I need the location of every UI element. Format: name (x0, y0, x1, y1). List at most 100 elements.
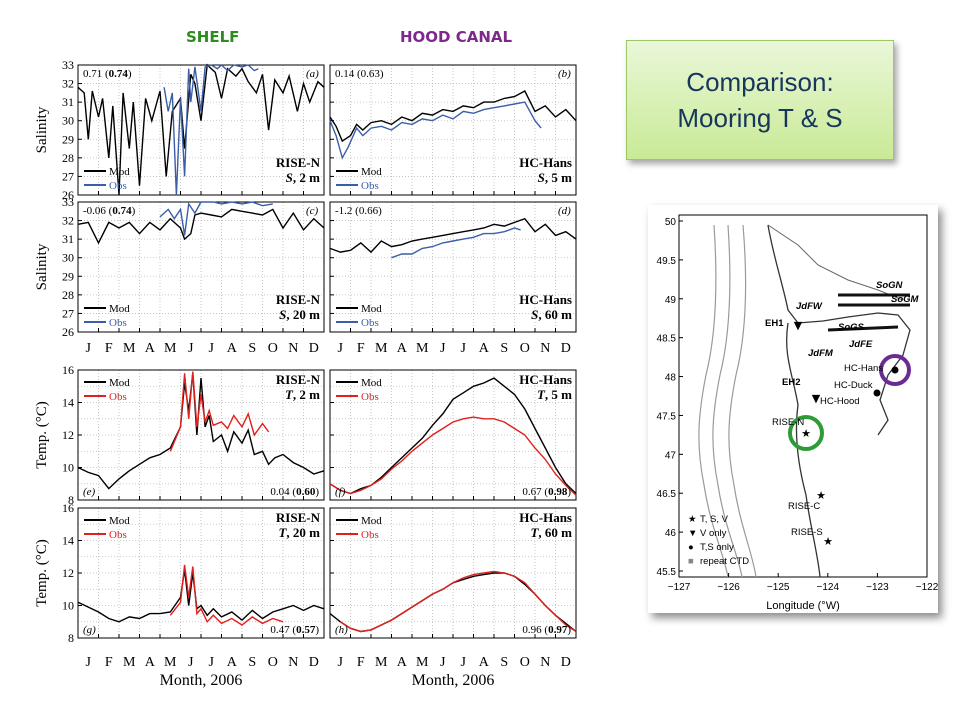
depth-value: , 2 m (293, 387, 320, 402)
ytick-label: 16 (62, 501, 74, 515)
depth-value: , 5 m (545, 387, 572, 402)
month-label: M (416, 341, 429, 356)
panel-stat: -1.2 (0.66) (335, 205, 382, 217)
month-label: N (288, 341, 298, 356)
ytick-label: 28 (62, 151, 74, 165)
station-label: HC-Hans (519, 292, 572, 307)
depth-value: , 20 m (286, 307, 320, 322)
ytick-label: 29 (62, 269, 74, 283)
ytick-label: 10 (62, 461, 74, 475)
ytick-label: 12 (62, 428, 74, 442)
rise-c-star-icon: ★ (816, 489, 826, 502)
label-sogn: SoGN (876, 280, 904, 291)
ylabel: Salinity (34, 106, 50, 153)
ytick-label: 33 (62, 58, 74, 72)
ytick-label: 32 (62, 77, 74, 91)
label-eh1: EH1 (765, 318, 784, 329)
contour-500m (712, 224, 743, 578)
var-symbol: S (531, 307, 538, 322)
legend-label-obs: Obs (361, 317, 379, 329)
label-jdfw: JdFW (796, 301, 823, 312)
legend-label-obs: Obs (109, 180, 127, 192)
station-label: RISE-N (276, 510, 321, 525)
panel-stat: 0.04 (0.60) (270, 486, 319, 498)
month-label: M (123, 655, 136, 670)
var-symbol: T (285, 387, 294, 402)
series-obs-b (329, 101, 542, 160)
panel-tag: (f) (335, 486, 346, 498)
map-legend: ★ T, S, V ▼ V only ● T,S only ■ repeat C… (688, 514, 749, 567)
depth-value: , 60 m (538, 525, 572, 540)
legend-label-obs: Obs (109, 317, 127, 329)
var-symbol: T (537, 387, 546, 402)
map-ytick-label: 49.5 (657, 256, 677, 267)
legend-label-obs: Obs (361, 180, 379, 192)
month-label: A (145, 655, 156, 670)
ytick-label: 31 (62, 232, 74, 246)
label-rise-c: RISE-C (788, 501, 820, 512)
stat-bold: 0.98 (548, 486, 568, 498)
hood-canal-highlight-circle (879, 354, 911, 386)
month-label: D (309, 655, 319, 670)
shelf-header: SHELF (186, 28, 240, 46)
month-label: M (123, 341, 136, 356)
month-label: M (375, 655, 388, 670)
month-label: N (540, 341, 550, 356)
panel-stat: 0.96 (0.97) (522, 624, 571, 636)
panel-tag: (h) (335, 624, 348, 636)
legend-label-mod: Mod (361, 303, 382, 315)
month-label: D (561, 341, 571, 356)
legend-label-obs: Obs (109, 391, 127, 403)
map-ytick-label: 46 (665, 528, 677, 539)
panel-tag: (c) (306, 205, 319, 217)
stat-bold: 0.74 (109, 68, 129, 80)
month-label: S (500, 655, 508, 670)
ytick-label: 16 (62, 363, 74, 377)
legend-label-obs: Obs (361, 391, 379, 403)
depth-label: T, 5 m (537, 387, 572, 402)
month-label: S (248, 341, 256, 356)
panel-stat: 0.14 (0.63) (335, 68, 384, 80)
ytick-label: 30 (62, 251, 74, 265)
var-symbol: S (279, 307, 286, 322)
legend-label-mod: Mod (109, 303, 130, 315)
ytick-label: 10 (62, 599, 74, 613)
panel-tag: (d) (558, 205, 571, 217)
legend-square-icon: ■ (688, 556, 694, 567)
panel-tag: (e) (83, 486, 96, 498)
legend-triangle-icon: ▼ (688, 528, 697, 539)
stat-part: -0.06 ( (83, 205, 113, 217)
legend-tsv: T, S, V (700, 514, 729, 525)
month-label: D (561, 655, 571, 670)
panel-stat: 0.71 (0.74) (83, 68, 132, 80)
map-ytick-label: 45.5 (657, 567, 677, 578)
ytick-label: 27 (62, 306, 74, 320)
map-background (648, 205, 938, 613)
month-label: A (479, 341, 490, 356)
var-symbol: S (286, 170, 293, 185)
series-obs-c (159, 201, 273, 236)
series-obs-g (169, 564, 284, 626)
month-label: J (461, 655, 467, 670)
month-label: J (188, 341, 194, 356)
month-label: A (145, 341, 156, 356)
stat-part: 0.67 ( (522, 486, 548, 498)
ytick-label: 12 (62, 566, 74, 580)
map-frame (678, 214, 928, 578)
panel-stat: -0.06 (0.74) (83, 205, 136, 217)
map-xtick-label: −125 (767, 582, 790, 593)
stat-part: 0.71 ( (83, 68, 109, 80)
x-axis-label: Month, 2006 (412, 672, 495, 689)
month-label: F (357, 341, 365, 356)
map-xtick-label: −122 (916, 582, 938, 593)
legend-ts-only: T,S only (700, 542, 734, 553)
series-obs-d (391, 227, 521, 259)
slide-title-box: Comparison: Mooring T & S (626, 40, 894, 160)
stat-part: -1.2 (0.66) (335, 205, 382, 217)
legend-label-obs: Obs (361, 529, 379, 541)
ytick-label: 32 (62, 214, 74, 228)
label-hc-hood: HC-Hood (820, 396, 860, 407)
